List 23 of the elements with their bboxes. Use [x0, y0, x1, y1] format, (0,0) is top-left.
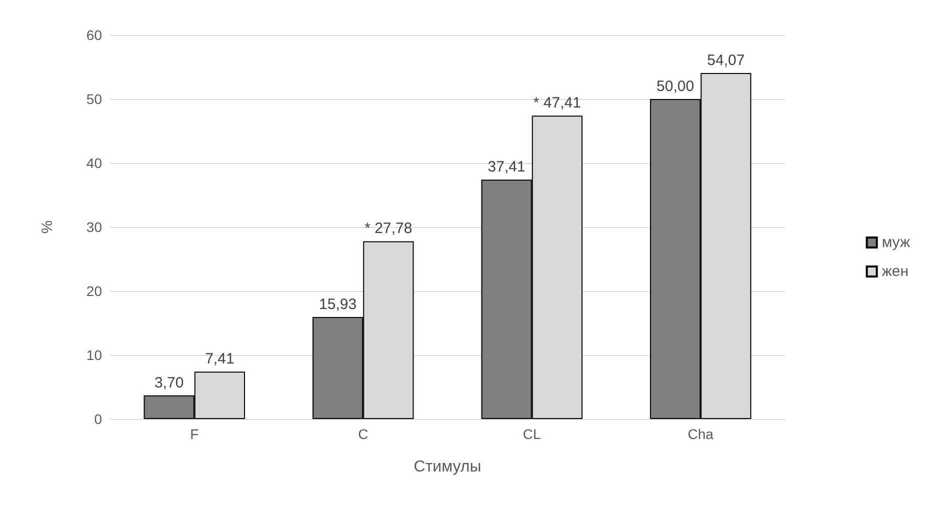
x-tick-label: F: [190, 426, 199, 442]
data-label: 50,00: [656, 78, 694, 95]
y-axis-title: %: [39, 220, 56, 234]
legend-label: муж: [882, 234, 910, 251]
y-tick-label: 0: [94, 411, 102, 427]
data-label: 37,41: [488, 158, 526, 176]
x-tick-label: CL: [522, 426, 542, 442]
y-tick-label: 30: [86, 219, 102, 235]
data-label: * 47,41: [533, 94, 581, 112]
y-tick-label: 40: [86, 155, 102, 171]
x-tick-label: Cha: [688, 426, 714, 442]
data-label: 7,41: [205, 350, 234, 368]
y-tick-label: 10: [86, 347, 102, 363]
x-axis-title: Стимулы: [414, 458, 482, 476]
x-tick-label: C: [358, 426, 368, 442]
data-label: 54,07: [707, 52, 745, 69]
data-label: * 27,78: [364, 220, 412, 238]
y-tick-label: 60: [86, 27, 102, 43]
y-tick-label: 50: [86, 91, 102, 107]
y-tick-label: 20: [86, 283, 102, 299]
legend-label: жен: [882, 263, 908, 280]
data-label: 3,70: [154, 374, 184, 392]
data-label: 15,93: [319, 296, 357, 314]
